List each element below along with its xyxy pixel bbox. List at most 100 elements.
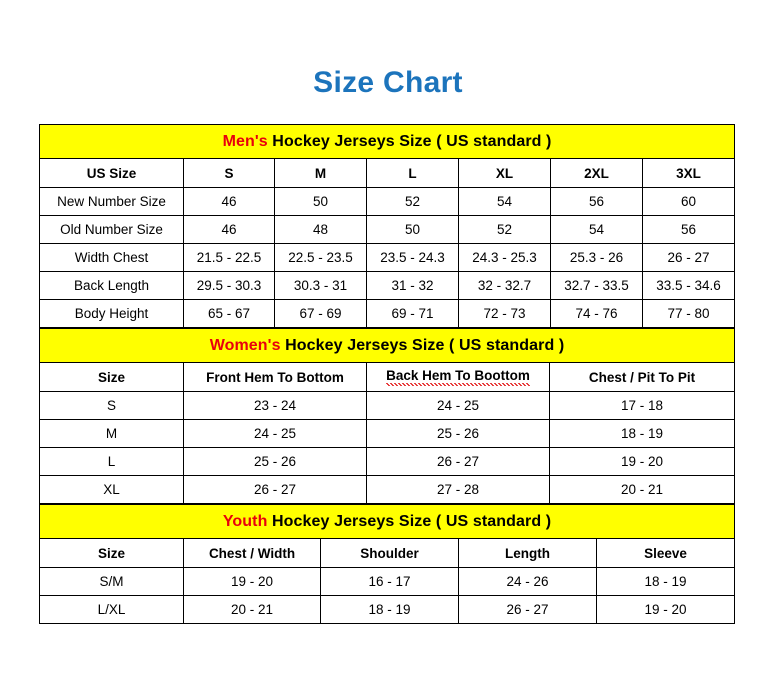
youth-cell-1-1: 18 - 19 [320, 595, 459, 624]
womens-accent-word: Women's [209, 336, 281, 354]
womens-cell-1-1: 25 - 26 [366, 419, 550, 448]
mens-size-table: Men's Hockey Jerseys Size ( US standard … [38, 124, 736, 328]
mens-row-label-2: Width Chest [39, 243, 184, 272]
mens-col-header-6: 3XL [641, 158, 736, 188]
womens-column-header-row: Size Front Hem To Bottom Back Hem To Boo… [39, 362, 735, 392]
youth-cell-0-0: 19 - 20 [183, 567, 321, 596]
mens-cell-3-3: 32 - 32.7 [458, 271, 551, 300]
mens-col-header-1: S [183, 158, 275, 188]
womens-cell-2-1: 26 - 27 [366, 447, 550, 476]
mens-row-label-0: New Number Size [39, 187, 184, 216]
youth-col-header-1: Chest / Width [183, 538, 321, 568]
mens-cell-3-4: 32.7 - 33.5 [550, 271, 643, 300]
mens-cell-1-5: 56 [641, 215, 736, 244]
womens-cell-0-1: 24 - 25 [366, 391, 550, 420]
womens-cell-1-2: 18 - 19 [549, 419, 735, 448]
mens-cell-1-3: 52 [458, 215, 551, 244]
table-row: S/M 19 - 20 16 - 17 24 - 26 18 - 19 [39, 567, 735, 596]
mens-cell-1-0: 46 [183, 215, 275, 244]
womens-cell-0-2: 17 - 18 [549, 391, 735, 420]
mens-col-header-2: M [274, 158, 367, 188]
womens-col-header-0: Size [39, 362, 184, 392]
womens-col-header-1: Front Hem To Bottom [183, 362, 367, 392]
youth-row-label-0: S/M [39, 567, 184, 596]
table-row: M 24 - 25 25 - 26 18 - 19 [39, 419, 735, 448]
table-row: Width Chest 21.5 - 22.5 22.5 - 23.5 23.5… [39, 243, 736, 272]
mens-col-header-4: XL [458, 158, 551, 188]
womens-row-label-3: XL [39, 475, 184, 504]
mens-cell-2-2: 23.5 - 24.3 [366, 243, 459, 272]
mens-cell-3-5: 33.5 - 34.6 [641, 271, 736, 300]
mens-col-header-0: US Size [39, 158, 184, 188]
mens-row-label-3: Back Length [39, 271, 184, 300]
womens-col-header-3: Chest / Pit To Pit [549, 362, 735, 392]
mens-column-header-row: US Size S M L XL 2XL 3XL [39, 158, 736, 188]
mens-cell-0-4: 56 [550, 187, 643, 216]
mens-cell-4-0: 65 - 67 [183, 299, 275, 328]
womens-cell-2-0: 25 - 26 [183, 447, 367, 476]
youth-cell-0-1: 16 - 17 [320, 567, 459, 596]
mens-cell-3-2: 31 - 32 [366, 271, 459, 300]
youth-col-header-3: Length [458, 538, 597, 568]
mens-row-label-4: Body Height [39, 299, 184, 328]
youth-section-header-cell: Youth Hockey Jerseys Size ( US standard … [39, 504, 735, 539]
womens-row-label-0: S [39, 391, 184, 420]
mens-cell-3-1: 30.3 - 31 [274, 271, 367, 300]
mens-col-header-5: 2XL [550, 158, 643, 188]
youth-cell-1-2: 26 - 27 [458, 595, 597, 624]
youth-col-header-0: Size [39, 538, 184, 568]
youth-cell-1-3: 19 - 20 [596, 595, 735, 624]
womens-cell-3-2: 20 - 21 [549, 475, 735, 504]
table-row: Old Number Size 46 48 50 52 54 56 [39, 215, 736, 244]
mens-cell-4-1: 67 - 69 [274, 299, 367, 328]
mens-cell-3-0: 29.5 - 30.3 [183, 271, 275, 300]
youth-col-header-4: Sleeve [596, 538, 735, 568]
mens-cell-2-3: 24.3 - 25.3 [458, 243, 551, 272]
womens-row-label-1: M [39, 419, 184, 448]
youth-col-header-2: Shoulder [320, 538, 459, 568]
mens-cell-0-1: 50 [274, 187, 367, 216]
womens-cell-2-2: 19 - 20 [549, 447, 735, 476]
mens-cell-1-1: 48 [274, 215, 367, 244]
youth-row-label-1: L/XL [39, 595, 184, 624]
page-title: Size Chart [313, 66, 463, 99]
table-row: Back Length 29.5 - 30.3 30.3 - 31 31 - 3… [39, 271, 736, 300]
womens-col-header-2: Back Hem To Boottom [366, 362, 550, 392]
mens-cell-2-0: 21.5 - 22.5 [183, 243, 275, 272]
mens-row-label-1: Old Number Size [39, 215, 184, 244]
mens-cell-1-4: 54 [550, 215, 643, 244]
mens-cell-4-5: 77 - 80 [641, 299, 736, 328]
mens-header-rest: Hockey Jerseys Size ( US standard ) [267, 132, 552, 150]
youth-cell-0-2: 24 - 26 [458, 567, 597, 596]
womens-section-header-cell: Women's Hockey Jerseys Size ( US standar… [39, 328, 735, 363]
womens-section-header-row: Women's Hockey Jerseys Size ( US standar… [39, 328, 735, 363]
youth-column-header-row: Size Chest / Width Shoulder Length Sleev… [39, 538, 735, 568]
youth-cell-1-0: 20 - 21 [183, 595, 321, 624]
youth-cell-0-3: 18 - 19 [596, 567, 735, 596]
mens-cell-0-2: 52 [366, 187, 459, 216]
mens-section-header-cell: Men's Hockey Jerseys Size ( US standard … [38, 124, 736, 159]
womens-row-label-2: L [39, 447, 184, 476]
mens-col-header-3: L [366, 158, 459, 188]
table-row: Body Height 65 - 67 67 - 69 69 - 71 72 -… [39, 299, 736, 328]
mens-cell-2-4: 25.3 - 26 [550, 243, 643, 272]
table-row: S 23 - 24 24 - 25 17 - 18 [39, 391, 735, 420]
mens-cell-1-2: 50 [366, 215, 459, 244]
mens-accent-word: Men's [222, 132, 268, 150]
table-row: L/XL 20 - 21 18 - 19 26 - 27 19 - 20 [39, 595, 735, 624]
table-row: L 25 - 26 26 - 27 19 - 20 [39, 447, 735, 476]
mens-cell-0-3: 54 [458, 187, 551, 216]
size-tables-container: Men's Hockey Jerseys Size ( US standard … [38, 124, 736, 624]
womens-header-rest: Hockey Jerseys Size ( US standard ) [280, 336, 565, 354]
mens-cell-2-5: 26 - 27 [641, 243, 736, 272]
womens-cell-1-0: 24 - 25 [183, 419, 367, 448]
table-row: New Number Size 46 50 52 54 56 60 [39, 187, 736, 216]
youth-section-header-row: Youth Hockey Jerseys Size ( US standard … [39, 504, 735, 539]
youth-accent-word: Youth [222, 512, 268, 530]
womens-col-header-2-text: Back Hem To Boottom [386, 368, 530, 386]
womens-size-table: Women's Hockey Jerseys Size ( US standar… [39, 328, 735, 504]
mens-cell-0-0: 46 [183, 187, 275, 216]
youth-size-table: Youth Hockey Jerseys Size ( US standard … [39, 504, 735, 624]
mens-cell-0-5: 60 [641, 187, 736, 216]
